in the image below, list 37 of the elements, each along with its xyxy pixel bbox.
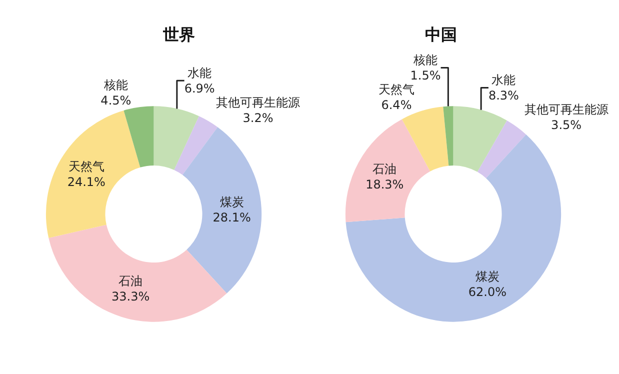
slice-label: 天然气 [68,160,104,174]
slice-label: 其他可再生能源 [216,95,300,110]
donut-slice [453,106,507,172]
donut-slice [124,106,154,168]
data-label: 33.3% [112,289,150,304]
slice-label: 水能 [492,72,516,87]
donut-slice [174,116,218,175]
data-label: 4.5% [100,94,132,108]
donut-slice [477,120,526,178]
data-label: 8.3% [488,88,519,103]
data-label: 3.5% [551,118,582,132]
data-label: 3.2% [242,110,274,125]
data-label: 24.1% [67,175,106,190]
donut-slice [346,119,430,222]
data-label: 1.5% [410,68,441,82]
donut-slice [346,134,561,322]
slice-label: 天然气 [378,82,414,96]
chart-title: 世界 [162,25,195,44]
slice-label: 核能 [412,52,438,67]
slice-label: 石油 [118,274,143,288]
slice-label: 石油 [372,162,397,176]
slice-label: 核能 [102,78,128,92]
donut-slice [443,106,454,166]
slice-label: 煤炭 [475,270,500,284]
slice-label: 煤炭 [220,194,244,209]
chart-title: 中国 [425,25,457,44]
donut-slice [154,106,200,170]
data-label: 6.4% [381,98,412,112]
data-label: 18.3% [366,177,404,192]
donut-slice [182,127,262,294]
donut-slice [48,224,227,322]
data-label: 62.0% [468,285,506,300]
slice-label: 水能 [188,66,212,80]
data-label: 28.1% [212,210,251,225]
donut-slice [46,110,140,238]
slice-label: 其他可再生能源 [524,102,608,117]
data-label: 6.9% [184,81,215,96]
